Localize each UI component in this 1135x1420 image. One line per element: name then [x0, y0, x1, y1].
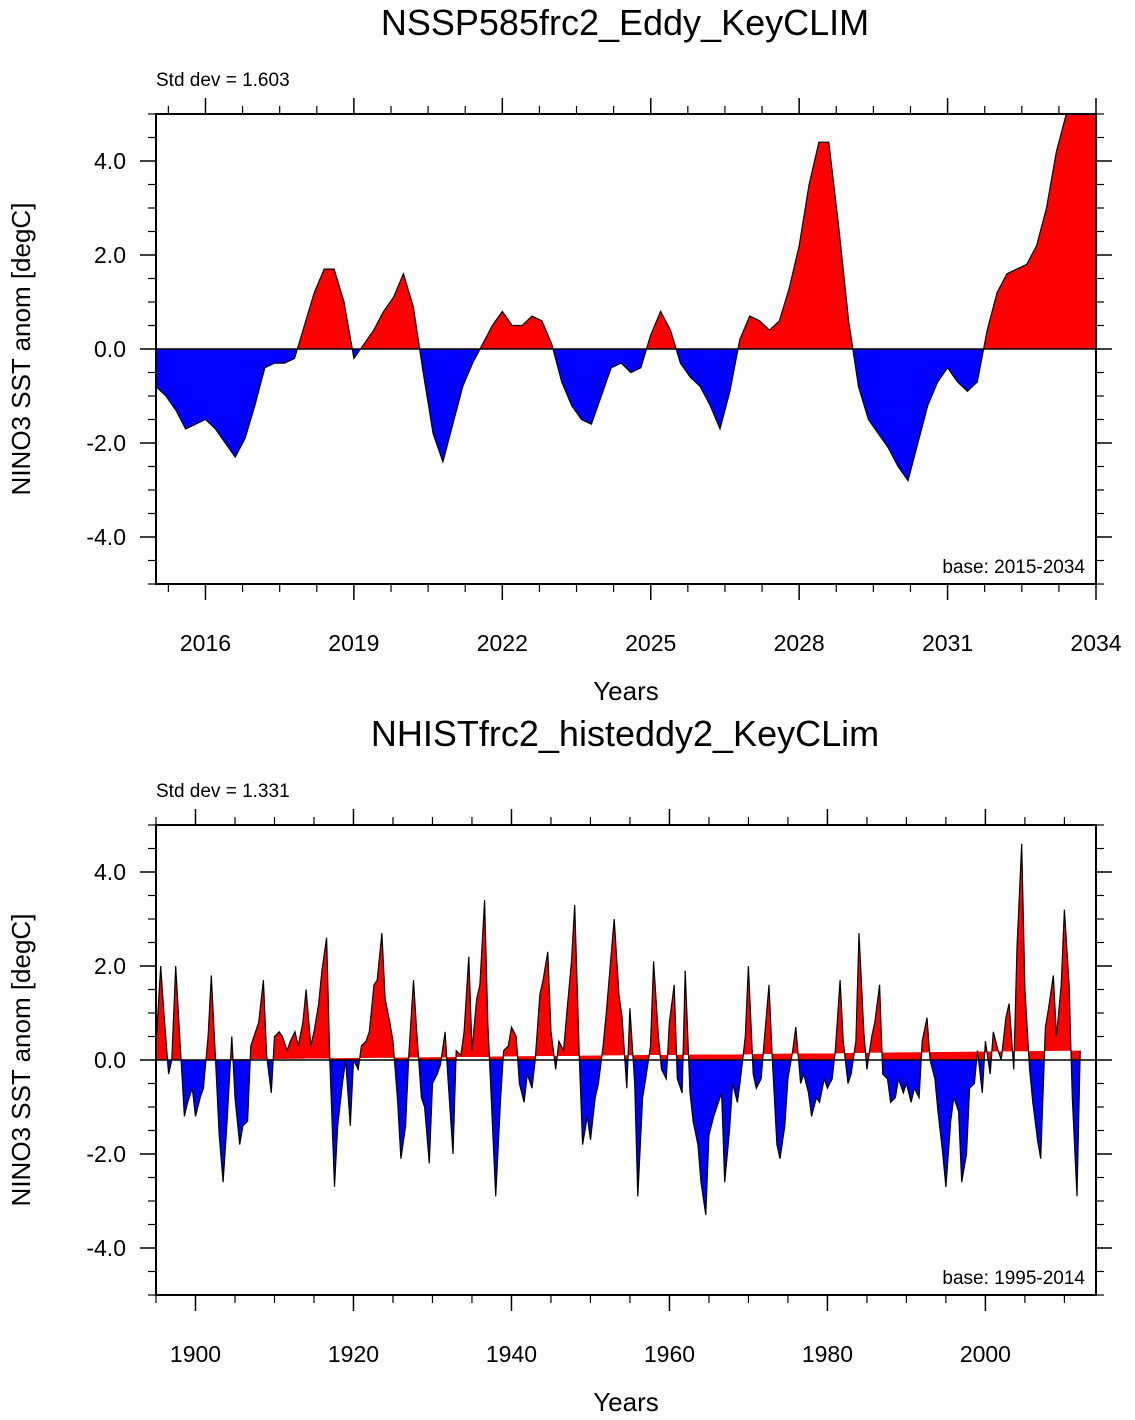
y-tick-label: -2.0 — [86, 1141, 126, 1167]
lower-y-axis-title: NINO3 SST anom [degC] — [6, 914, 36, 1207]
x-tick-label: 1940 — [486, 1341, 537, 1367]
upper-area-marks — [155, 113, 1096, 483]
x-tick-label: 1960 — [644, 1341, 695, 1367]
upper-y-axis-title: NINO3 SST anom [degC] — [6, 203, 36, 496]
positive-anomaly-area — [156, 114, 1096, 349]
lower-base-period-label: base: 1995-2014 — [942, 1268, 1085, 1289]
x-tick-label: 2019 — [328, 630, 379, 656]
upper-axis-ticks: 2016 2019 2022 2025 2028 2031 2034 -4.0 -2.0 0.0 2… — [86, 98, 1122, 656]
upper-chart-panel: NSSP585frc2_Eddy_KeyCLIM Std dev = 1.603… — [6, 2, 1122, 706]
y-tick-label: 0.0 — [94, 1047, 126, 1073]
y-tick-label: 4.0 — [94, 148, 126, 174]
lower-x-axis-title: Years — [593, 1387, 659, 1417]
x-tick-label: 1920 — [328, 1341, 379, 1367]
y-tick-label: 2.0 — [94, 953, 126, 979]
x-tick-label: 2025 — [625, 630, 676, 656]
x-tick-label: 1980 — [802, 1341, 853, 1367]
x-tick-label: 2016 — [180, 630, 231, 656]
y-tick-label: 4.0 — [94, 859, 126, 885]
upper-base-period-label: base: 2015-2034 — [942, 557, 1085, 578]
y-tick-label: -4.0 — [86, 524, 126, 550]
lower-std-dev-label: Std dev = 1.331 — [156, 781, 290, 802]
positive-anomaly-area — [156, 843, 1081, 1060]
lower-plot-frame — [155, 824, 1097, 1296]
lower-area-marks — [155, 843, 1096, 1216]
upper-plot-frame — [155, 113, 1097, 585]
x-tick-label: 2031 — [922, 630, 973, 656]
anomaly-line — [155, 113, 1096, 483]
lower-chart-panel: NHISTfrc2_histeddy2_KeyCLim Std dev = 1.… — [6, 713, 1112, 1417]
y-tick-label: 2.0 — [94, 242, 126, 268]
lower-chart-title: NHISTfrc2_histeddy2_KeyCLim — [371, 713, 879, 754]
x-tick-label: 1900 — [170, 1341, 221, 1367]
y-tick-label: -2.0 — [86, 430, 126, 456]
negative-anomaly-area — [156, 1060, 1081, 1216]
x-tick-label: 2022 — [477, 630, 528, 656]
lower-axis-ticks: 1900 1920 1940 1960 1980 2000 -4.0 -2.0 0.0 2.0 4.… — [86, 809, 1112, 1367]
y-tick-label: 0.0 — [94, 336, 126, 362]
x-tick-label: 2034 — [1070, 630, 1121, 656]
upper-x-axis-title: Years — [593, 676, 659, 706]
negative-anomaly-area — [156, 349, 1096, 481]
upper-chart-title: NSSP585frc2_Eddy_KeyCLIM — [381, 2, 869, 43]
anomaly-line — [155, 843, 1081, 1216]
y-tick-label: -4.0 — [86, 1235, 126, 1261]
x-tick-label: 2028 — [774, 630, 825, 656]
x-tick-label: 2000 — [960, 1341, 1011, 1367]
upper-std-dev-label: Std dev = 1.603 — [156, 70, 290, 91]
